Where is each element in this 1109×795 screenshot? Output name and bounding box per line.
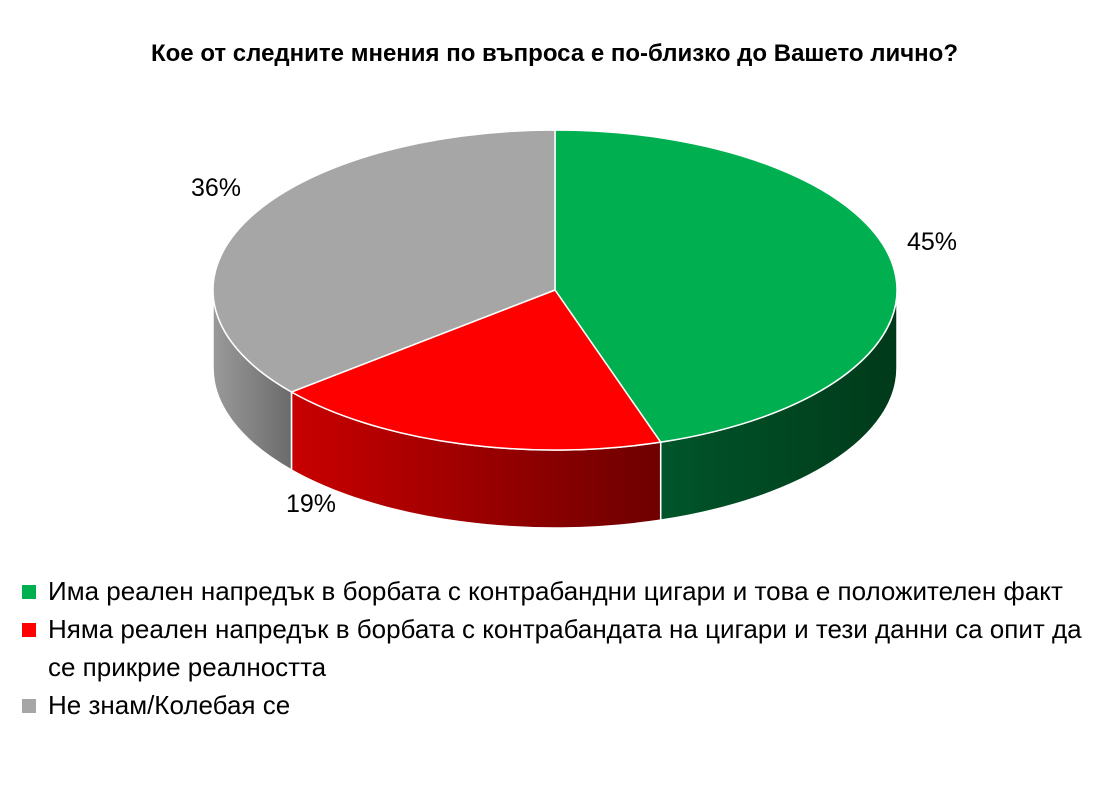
data-label: 45% — [907, 228, 957, 256]
legend-item: Има реален напредък в борбата с контраба… — [22, 572, 1102, 610]
slice-dont-know — [212, 129, 556, 393]
legend-label: Не знам/Колебая се — [48, 690, 291, 720]
data-label: 36% — [191, 174, 241, 202]
legend-item: Няма реален напредък в борбата с контраб… — [22, 610, 1102, 686]
legend: Има реален напредък в борбата с контраба… — [22, 572, 1102, 724]
legend-swatch-green — [22, 585, 36, 599]
slice-disagree — [289, 289, 662, 451]
legend-swatch-red — [22, 623, 36, 637]
pie-chart: 45% 19% 36% — [191, 129, 957, 529]
legend-label: Има реален напредък в борбата с контраба… — [48, 576, 1063, 606]
legend-label: Няма реален напредък в борбата с контраб… — [48, 614, 1082, 682]
legend-swatch-grey — [22, 699, 36, 713]
chart-title: Кое от следните мнения по въпроса е по-б… — [151, 40, 958, 67]
slice-agree — [554, 129, 898, 443]
data-label: 19% — [286, 490, 336, 518]
legend-item: Не знам/Колебая се — [22, 686, 1102, 724]
